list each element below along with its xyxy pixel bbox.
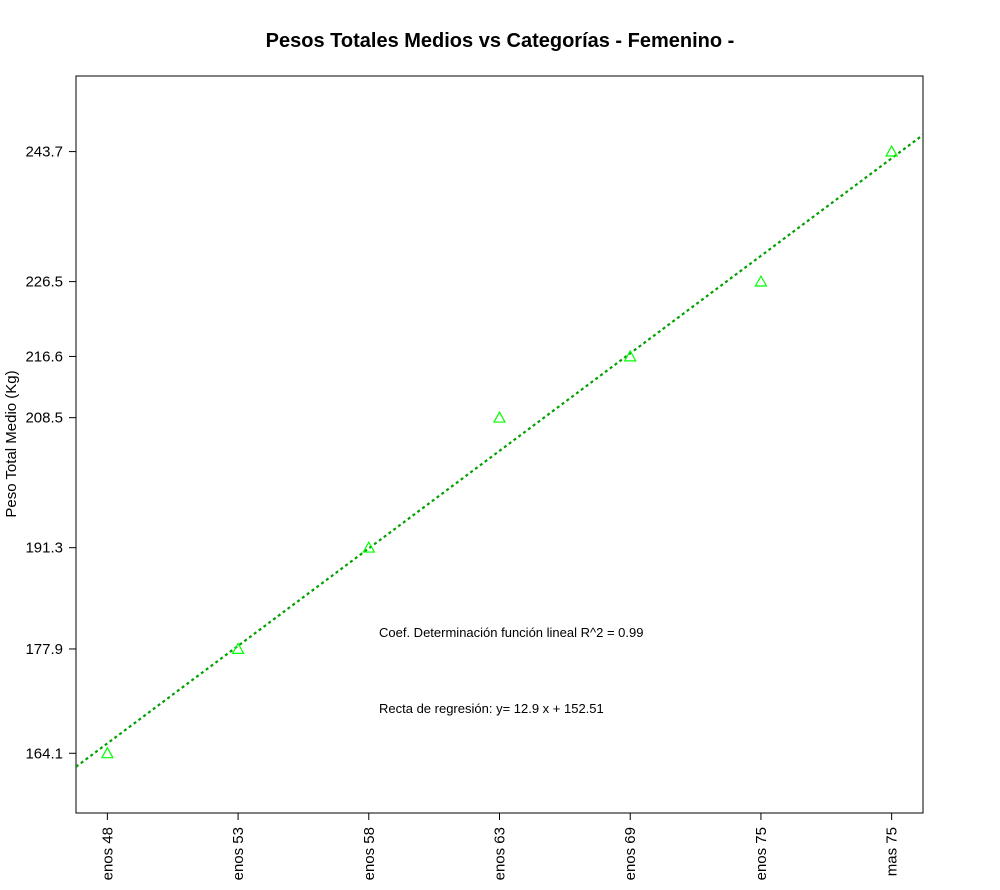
y-tick-label: 243.7 <box>25 144 63 161</box>
data-point <box>623 349 637 362</box>
regression-line <box>76 134 923 768</box>
y-axis-label: Peso Total Medio (Kg) <box>3 370 20 517</box>
data-point <box>885 144 899 157</box>
y-axis: 164.1 177.9 191.3 208.5 216.6 226.5 243.7 <box>25 144 76 762</box>
x-tick-label: enos 53 <box>230 827 247 880</box>
x-tick-label: enos 69 <box>622 827 639 880</box>
x-axis: enos 48 enos 53 enos 58 enos 63 enos 69 enos … <box>99 813 901 880</box>
data-point <box>492 410 507 423</box>
data-point <box>754 274 768 287</box>
x-tick-label: enos 48 <box>99 827 116 880</box>
data-point <box>100 746 114 759</box>
data-point <box>362 540 376 553</box>
x-tick-label: enos 63 <box>492 827 509 880</box>
regression-equation: Recta de regresión: y= 12.9 x + 152.51 <box>379 701 604 716</box>
y-tick-label: 226.5 <box>25 274 63 291</box>
y-tick-label: 177.9 <box>25 641 63 658</box>
y-tick-label: 216.6 <box>25 348 63 365</box>
y-tick-label: 191.3 <box>25 540 63 557</box>
chart-title: Pesos Totales Medios vs Categorías - Fem… <box>266 30 735 52</box>
x-tick-label: enos 58 <box>361 827 378 880</box>
y-tick-label: 208.5 <box>25 410 63 427</box>
r2-annotation: Coef. Determinación función lineal R^2 =… <box>379 625 643 640</box>
data-points <box>100 144 899 759</box>
y-tick-label: 164.1 <box>25 745 63 762</box>
x-tick-label: mas 75 <box>884 827 901 876</box>
x-tick-label: enos 75 <box>753 827 770 880</box>
data-point <box>231 642 245 654</box>
